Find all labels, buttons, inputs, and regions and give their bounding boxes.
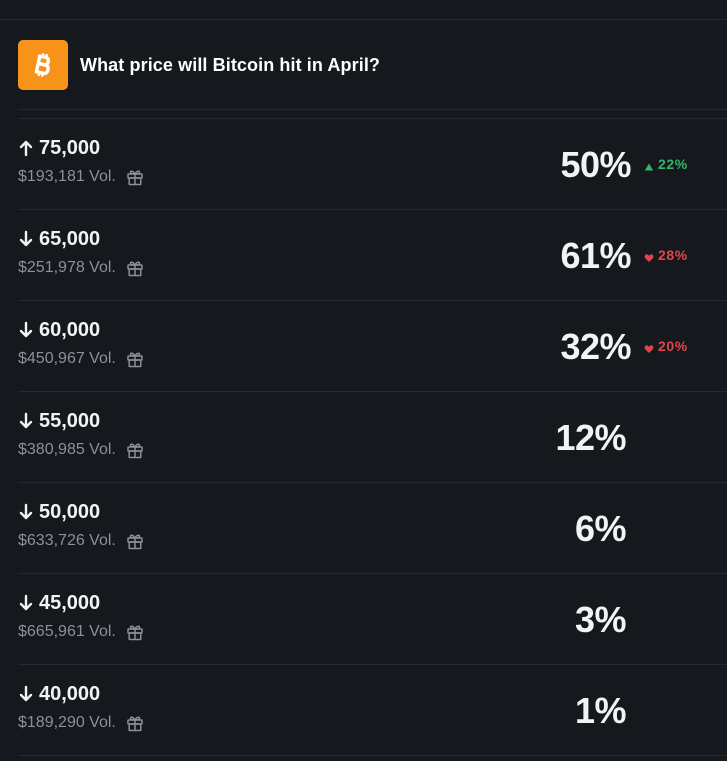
- outcome-change: 20%: [644, 338, 688, 354]
- outcome-volume: $633,726 Vol.: [18, 532, 116, 549]
- outcome-volume: $189,290 Vol.: [18, 714, 116, 731]
- outcome-threshold: 50,000: [18, 500, 144, 524]
- outcome-percent: 3%: [574, 599, 627, 640]
- heart-icon: [644, 341, 654, 353]
- outcome-volume-line: $189,290 Vol.: [18, 713, 144, 733]
- arrow-down-icon: [18, 321, 34, 339]
- outcome-change-value: 28%: [658, 247, 688, 263]
- outcome-volume-line: $633,726 Vol.: [18, 531, 144, 551]
- outcome-volume-line: $450,967 Vol.: [18, 349, 144, 369]
- outcome-label: 45,000: [39, 591, 101, 614]
- outcome-row[interactable]: 55,000 $380,985 Vol. 12%: [18, 392, 727, 483]
- outcome-change-value: 22%: [658, 156, 688, 172]
- outcome-info: 65,000 $251,978 Vol.: [18, 227, 144, 278]
- bitcoin-icon[interactable]: [18, 40, 68, 90]
- arrow-down-icon: [18, 412, 34, 430]
- outcome-change-value: 20%: [658, 338, 688, 354]
- outcome-change: 22%: [644, 156, 688, 172]
- triangle-up-icon: [644, 159, 654, 171]
- outcome-row[interactable]: 65,000 $251,978 Vol. 61% 28%: [18, 210, 727, 301]
- outcome-info: 60,000 $450,967 Vol.: [18, 318, 144, 369]
- outcome-label: 50,000: [39, 500, 101, 523]
- outcome-row[interactable]: 60,000 $450,967 Vol. 32% 20%: [18, 301, 727, 392]
- outcome-label: 75,000: [39, 136, 101, 159]
- outcome-threshold: 45,000: [18, 591, 144, 615]
- outcome-percent: 1%: [574, 690, 627, 731]
- outcome-volume: $450,967 Vol.: [18, 350, 116, 367]
- arrow-up-icon: [18, 139, 34, 157]
- outcome-volume: $665,961 Vol.: [18, 623, 116, 640]
- gift-icon[interactable]: [126, 350, 144, 368]
- outcome-label: 65,000: [39, 227, 101, 250]
- outcome-percent: 12%: [555, 417, 626, 458]
- bitcoin-symbol-icon: [34, 53, 51, 77]
- gift-icon[interactable]: [126, 259, 144, 277]
- arrow-down-icon: [18, 503, 34, 521]
- outcome-info: 55,000 $380,985 Vol.: [18, 409, 144, 460]
- arrow-down-icon: [18, 685, 34, 703]
- outcome-volume-line: $193,181 Vol.: [18, 167, 144, 187]
- outcome-percent: 32%: [560, 326, 631, 367]
- outcome-label: 60,000: [39, 318, 101, 341]
- outcome-change: 28%: [644, 247, 688, 263]
- arrow-down-icon: [18, 230, 34, 248]
- gift-icon[interactable]: [126, 441, 144, 459]
- outcome-threshold: 75,000: [18, 136, 144, 160]
- outcome-row[interactable]: 40,000 $189,290 Vol. 1%: [18, 665, 727, 756]
- outcome-volume-line: $380,985 Vol.: [18, 440, 144, 460]
- outcome-info: 45,000 $665,961 Vol.: [18, 591, 144, 642]
- arrow-down-icon: [18, 594, 34, 612]
- outcome-list: 75,000 $193,181 Vol. 50% 22% 65,000 $251,978 …: [18, 118, 727, 756]
- outcome-threshold: 55,000: [18, 409, 144, 433]
- outcome-threshold: 60,000: [18, 318, 144, 342]
- outcome-label: 55,000: [39, 409, 101, 432]
- outcome-volume: $380,985 Vol.: [18, 441, 116, 458]
- outcome-volume-line: $251,978 Vol.: [18, 258, 144, 278]
- market-title: What price will Bitcoin hit in April?: [80, 54, 381, 75]
- top-divider: [0, 19, 727, 20]
- outcome-info: 50,000 $633,726 Vol.: [18, 500, 144, 551]
- gift-icon[interactable]: [126, 714, 144, 732]
- outcome-percent: 61%: [560, 235, 631, 276]
- outcome-threshold: 65,000: [18, 227, 144, 251]
- outcome-info: 40,000 $189,290 Vol.: [18, 682, 144, 733]
- outcome-row[interactable]: 75,000 $193,181 Vol. 50% 22%: [18, 119, 727, 210]
- outcome-row[interactable]: 45,000 $665,961 Vol. 3%: [18, 574, 727, 665]
- gift-icon[interactable]: [126, 623, 144, 641]
- outcome-volume: $251,978 Vol.: [18, 259, 116, 276]
- gift-icon[interactable]: [126, 168, 144, 186]
- outcome-volume: $193,181 Vol.: [18, 168, 116, 185]
- heart-icon: [644, 250, 654, 262]
- header-divider: [18, 109, 727, 110]
- outcome-volume-line: $665,961 Vol.: [18, 622, 144, 642]
- market-header: What price will Bitcoin hit in April?: [18, 40, 380, 90]
- outcome-percent: 50%: [560, 144, 631, 185]
- outcome-threshold: 40,000: [18, 682, 144, 706]
- outcome-info: 75,000 $193,181 Vol.: [18, 136, 144, 187]
- outcome-label: 40,000: [39, 682, 101, 705]
- gift-icon[interactable]: [126, 532, 144, 550]
- outcome-percent: 6%: [574, 508, 627, 549]
- outcome-row[interactable]: 50,000 $633,726 Vol. 6%: [18, 483, 727, 574]
